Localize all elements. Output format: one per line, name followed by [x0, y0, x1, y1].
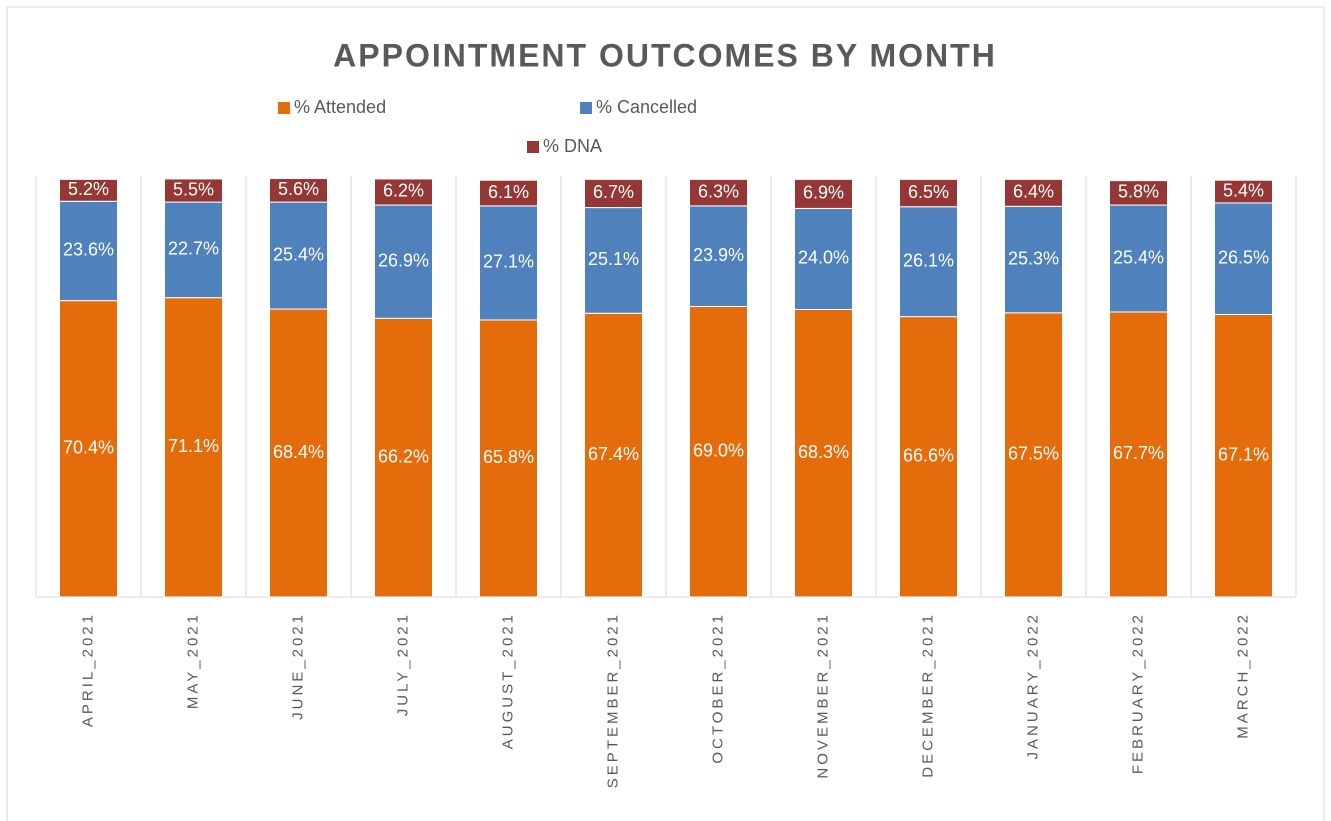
- data-label: 67.1%: [1218, 445, 1269, 465]
- chart-title: APPOINTMENT OUTCOMES BY MONTH: [333, 37, 997, 73]
- bar-segment: [59, 178, 118, 202]
- data-label: 6.2%: [383, 181, 424, 201]
- data-label: 26.9%: [378, 250, 429, 270]
- bar-segment: [479, 179, 538, 207]
- bar-segment: [269, 308, 328, 598]
- bar-segment: [1214, 179, 1273, 204]
- x-tick-label: JULY_2021: [394, 612, 411, 716]
- data-label: 66.2%: [378, 446, 429, 466]
- data-label: 67.4%: [588, 444, 639, 464]
- bar-segment: [1214, 202, 1273, 316]
- data-label: 22.7%: [168, 239, 219, 259]
- legend-label: % DNA: [543, 136, 602, 156]
- legend-label: % Cancelled: [596, 97, 697, 117]
- bar-segment: [479, 319, 538, 598]
- x-tick-label: MAY_2021: [184, 612, 201, 709]
- x-tick-label: NOVEMBER_2021: [814, 612, 831, 779]
- data-label: 6.5%: [908, 182, 949, 202]
- bar-segment: [374, 204, 433, 319]
- data-label: 23.9%: [693, 245, 744, 265]
- data-label: 6.1%: [488, 182, 529, 202]
- data-label: 69.0%: [693, 441, 744, 461]
- data-label: 6.3%: [698, 181, 739, 201]
- data-label: 5.8%: [1118, 182, 1159, 202]
- bar-segment: [899, 206, 958, 318]
- x-tick-label: AUGUST_2021: [499, 612, 516, 749]
- bar-segment: [374, 178, 433, 206]
- bar-segment: [269, 201, 328, 310]
- x-tick-label: APRIL_2021: [79, 612, 96, 727]
- bar-segment: [164, 178, 223, 203]
- data-label: 5.2%: [68, 179, 109, 199]
- data-label: 25.3%: [1008, 248, 1059, 268]
- data-label: 65.8%: [483, 447, 534, 467]
- x-tick-label: OCTOBER_2021: [709, 612, 726, 764]
- x-tick-label: JANUARY_2022: [1024, 612, 1041, 759]
- data-label: 5.4%: [1223, 180, 1264, 200]
- x-tick-label: SEPTEMBER_2021: [604, 612, 621, 788]
- bar-segment: [1214, 314, 1273, 598]
- bar-segment: [899, 316, 958, 598]
- data-label: 26.5%: [1218, 247, 1269, 267]
- data-label: 68.4%: [273, 442, 324, 462]
- bar-segment: [1004, 205, 1063, 314]
- data-label: 71.1%: [168, 436, 219, 456]
- data-label: 23.6%: [63, 240, 114, 260]
- legend-swatch: [580, 102, 592, 114]
- bar-segment: [689, 306, 748, 598]
- data-label: 26.1%: [903, 250, 954, 270]
- bar-segment: [794, 178, 853, 209]
- x-tick-label: DECEMBER_2021: [919, 612, 936, 778]
- data-label: 27.1%: [483, 252, 534, 272]
- bar-segment: [1004, 312, 1063, 598]
- data-label: 6.4%: [1013, 182, 1054, 202]
- legend-swatch: [527, 141, 539, 153]
- bar-segment: [584, 178, 643, 209]
- bar-segment: [269, 178, 328, 203]
- bar-segment: [1109, 180, 1168, 206]
- bar-segment: [1109, 204, 1168, 313]
- bar-segment: [794, 308, 853, 598]
- x-tick-label: JUNE_2021: [289, 612, 306, 720]
- legend-swatch: [278, 102, 290, 114]
- data-label: 70.4%: [63, 438, 114, 458]
- data-label: 25.1%: [588, 249, 639, 269]
- bar-segment: [584, 312, 643, 598]
- bar-segment: [794, 207, 853, 310]
- data-label: 68.3%: [798, 442, 849, 462]
- data-label: 25.4%: [273, 244, 324, 264]
- x-tick-label: MARCH_2022: [1234, 612, 1251, 739]
- bar-segment: [479, 205, 538, 321]
- bar-segment: [899, 178, 958, 208]
- legend-label: % Attended: [294, 97, 386, 117]
- data-label: 6.9%: [803, 183, 844, 203]
- data-label: 25.4%: [1113, 247, 1164, 267]
- data-label: 67.5%: [1008, 444, 1059, 464]
- data-label: 5.6%: [278, 179, 319, 199]
- bar-segment: [689, 205, 748, 308]
- bar-segment: [374, 317, 433, 598]
- data-label: 66.6%: [903, 446, 954, 466]
- bar-segment: [689, 178, 748, 207]
- data-label: 5.5%: [173, 179, 214, 199]
- data-label: 6.7%: [593, 182, 634, 202]
- data-label: 67.7%: [1113, 443, 1164, 463]
- bar-segment: [1004, 178, 1063, 207]
- data-label: 24.0%: [798, 248, 849, 268]
- x-tick-label: FEBRUARY_2022: [1129, 612, 1146, 774]
- bar-segment: [584, 207, 643, 314]
